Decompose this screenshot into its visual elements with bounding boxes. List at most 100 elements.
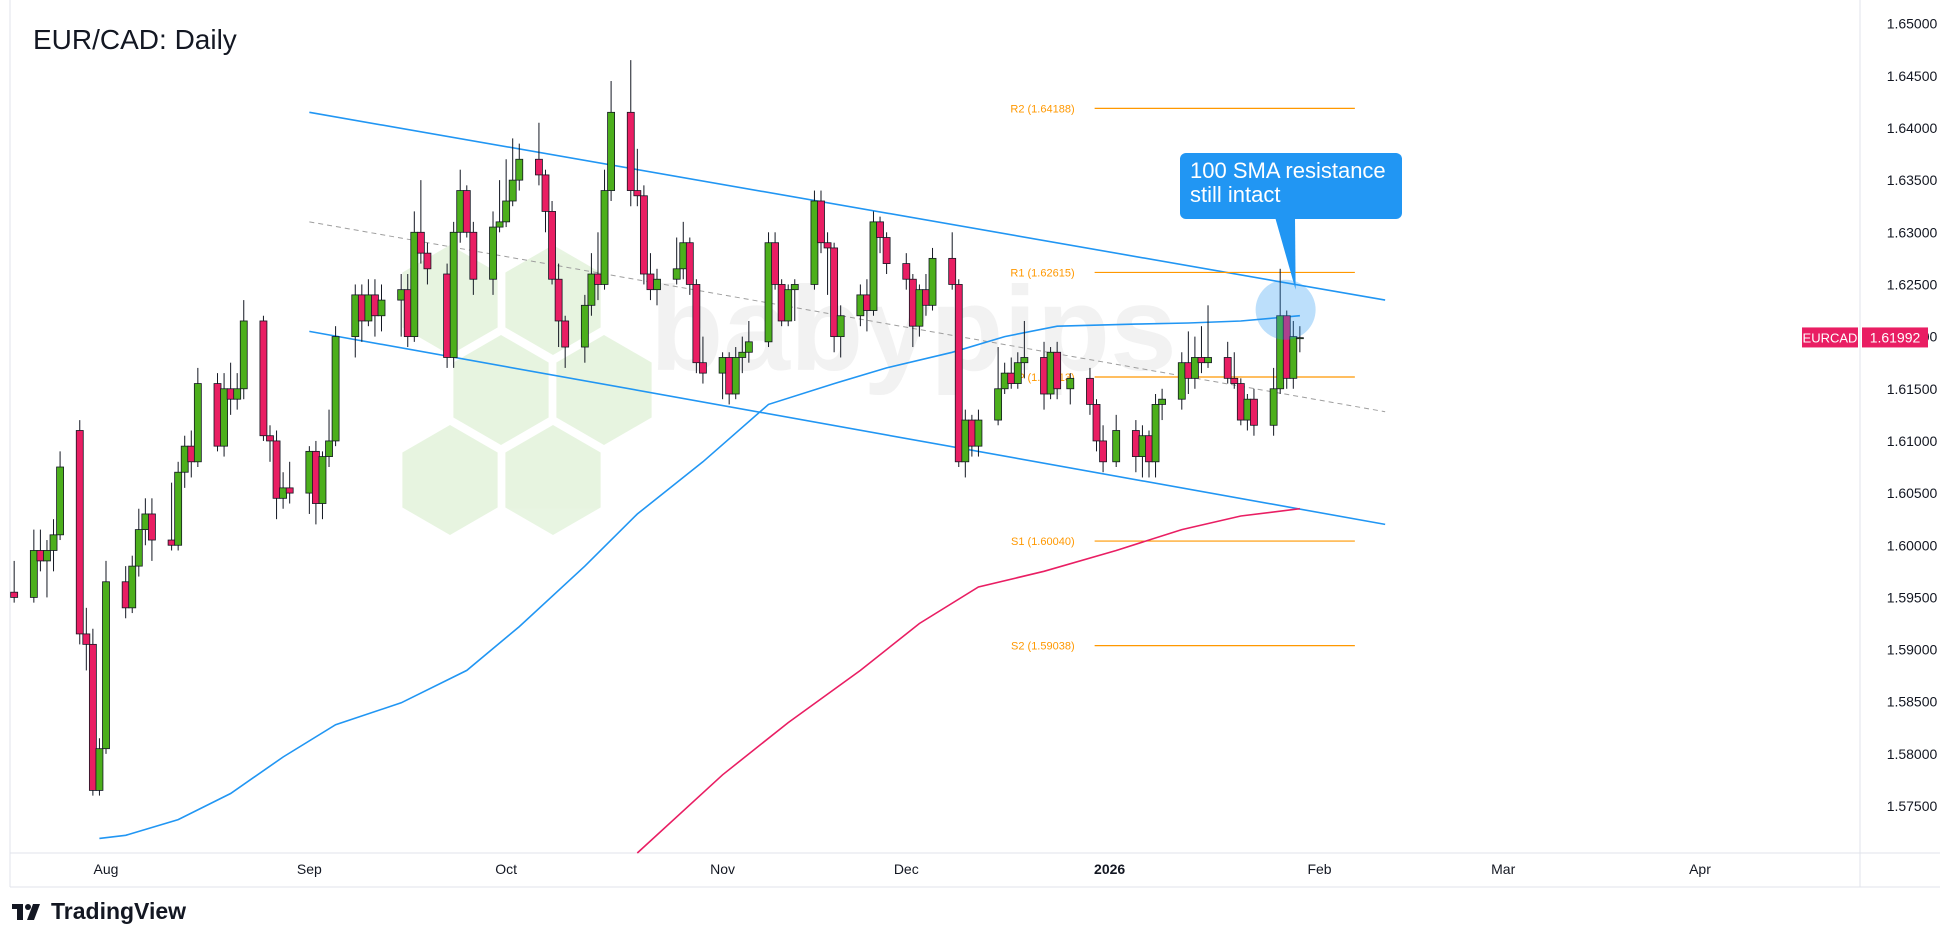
watermark-hex-3 (402, 425, 498, 535)
candle (508, 138, 517, 207)
candle-body (403, 289, 412, 338)
candle-body (121, 581, 130, 609)
candle-body (863, 294, 871, 311)
candle (102, 560, 110, 754)
candle-body (1250, 398, 1258, 426)
candle (233, 373, 242, 410)
candle-body (771, 242, 779, 285)
candle-body (1099, 440, 1107, 463)
candle (1243, 393, 1252, 431)
candle-body (285, 487, 294, 494)
candle (731, 347, 740, 400)
candle-body (915, 289, 924, 327)
candle-body (141, 513, 150, 531)
candle (653, 268, 661, 306)
candle (49, 519, 58, 572)
candle (1158, 388, 1167, 421)
candle (548, 200, 556, 285)
candle-body (167, 539, 176, 546)
tradingview-logo[interactable]: TradingView (12, 898, 186, 925)
candle-body (1138, 435, 1147, 457)
candle-body (1243, 398, 1252, 421)
candle-body (699, 362, 707, 374)
candle (961, 409, 970, 478)
candle-body (312, 450, 320, 504)
candle (535, 122, 543, 186)
candle (1092, 399, 1101, 452)
x-tick-label-0: Aug (94, 861, 119, 877)
candle (699, 336, 707, 384)
watermark-hex-4 (505, 425, 601, 535)
candle-body (1158, 398, 1167, 405)
candle-body (36, 550, 45, 562)
candle-body (908, 278, 917, 327)
watermark: babypips (402, 245, 1177, 535)
candle (633, 148, 642, 207)
candle-body (56, 466, 64, 536)
candle-body (469, 231, 478, 280)
candle (1046, 347, 1055, 400)
candle-body (1184, 362, 1193, 379)
candle (561, 315, 570, 368)
candle (56, 451, 64, 541)
price-tag: EURCAD 1.61992 (1802, 327, 1928, 348)
last-price-label: 1.61992 (1870, 329, 1921, 345)
y-tick-label-10: 1.60000 (1887, 537, 1938, 553)
candle-body (594, 273, 602, 285)
candle (515, 143, 524, 191)
candle-body (10, 591, 19, 598)
highlight-circle (1255, 279, 1316, 340)
x-tick-label-6: Feb (1307, 861, 1331, 877)
candle-body (82, 633, 91, 645)
candle (75, 420, 84, 645)
candle (1204, 305, 1212, 368)
candle (259, 315, 268, 441)
candle-body (220, 388, 228, 447)
candle-body (639, 195, 648, 275)
pivot-label-4: S2 (1.59038) (1011, 641, 1075, 653)
candle (29, 529, 38, 603)
candle (1289, 320, 1298, 389)
candle (869, 211, 878, 316)
candle-body (974, 419, 983, 447)
candle-body (410, 231, 419, 338)
candle-body (600, 190, 609, 285)
x-tick-label-1: Sep (297, 861, 322, 877)
candle-body (725, 357, 734, 395)
candle (121, 566, 130, 619)
callout-text-0: 100 SMA resistance (1190, 158, 1386, 183)
candle (928, 247, 937, 311)
y-tick-label-0: 1.65000 (1887, 16, 1938, 32)
candle (462, 185, 471, 238)
candle (266, 425, 274, 462)
candle-body (738, 351, 747, 358)
candle-body (325, 440, 333, 457)
candle (318, 451, 327, 520)
candle (790, 279, 799, 321)
candle-body (1053, 351, 1062, 390)
candle (1020, 320, 1029, 379)
candle-body (371, 294, 379, 317)
candle-body (823, 242, 832, 249)
candle (744, 320, 753, 363)
candle-body (1086, 377, 1094, 405)
x-tick-label-5: 2026 (1094, 861, 1125, 877)
candle-body (29, 550, 38, 598)
candle-body (692, 284, 701, 364)
candle (410, 211, 419, 342)
y-tick-label-15: 1.57500 (1887, 798, 1938, 814)
candle (193, 367, 202, 468)
candle (351, 284, 360, 358)
candle-body (1223, 357, 1232, 379)
candle (357, 284, 366, 342)
candle (36, 529, 45, 572)
candle (187, 430, 196, 478)
callout-pointer (1275, 217, 1296, 290)
candle (639, 185, 648, 285)
candle-body (1040, 357, 1048, 395)
sma100-line (99, 314, 1300, 840)
candle (771, 232, 779, 290)
candle-body (1295, 337, 1304, 340)
